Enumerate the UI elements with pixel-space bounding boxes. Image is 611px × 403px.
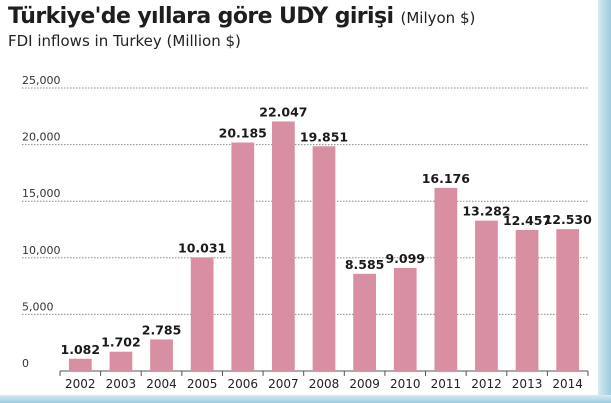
- value-label: 19.851: [300, 129, 348, 144]
- x-tick-label: 2009: [349, 377, 380, 391]
- value-label: 1.082: [61, 342, 101, 357]
- bar-2004: [150, 339, 173, 371]
- chart-subtitle: FDI inflows in Turkey (Million $): [8, 32, 241, 50]
- chart-title: Türkiye'de yıllara göre UDY girişi (Mily…: [8, 4, 598, 29]
- y-tick-label: 15,000: [22, 187, 61, 200]
- y-tick-label: 5,000: [22, 300, 54, 313]
- bar-2007: [272, 121, 295, 371]
- value-label: 2.785: [142, 322, 182, 337]
- title-block: Türkiye'de yıllara göre UDY girişi (Mily…: [8, 4, 598, 50]
- x-tick-label: 2005: [187, 377, 218, 391]
- y-tick-label: 20,000: [22, 131, 61, 144]
- x-tick-label: 2010: [390, 377, 421, 391]
- y-tick-label: 10,000: [22, 244, 61, 257]
- bar-2003: [109, 351, 133, 371]
- value-label: 16.176: [422, 171, 471, 186]
- decorative-right-edge: [598, 0, 611, 403]
- x-tick-label: 2006: [227, 377, 258, 391]
- value-label: 12.530: [544, 212, 593, 227]
- x-tick-label: 2011: [431, 377, 462, 391]
- value-label: 13.282: [462, 204, 510, 219]
- value-label: 9.099: [385, 251, 425, 266]
- bar-2014: [556, 229, 580, 371]
- x-tick-label: 2014: [552, 377, 583, 391]
- x-tick-label: 2013: [512, 377, 543, 391]
- bar-2005: [190, 257, 214, 371]
- value-label: 1.702: [101, 335, 141, 350]
- bar-2010: [393, 267, 417, 371]
- value-label: 20.185: [219, 126, 267, 141]
- bar-2009: [353, 273, 376, 371]
- bar-2013: [515, 229, 539, 371]
- y-tick-label: 25,000: [22, 74, 61, 87]
- chart-title-unit: (Milyon $): [400, 9, 476, 27]
- value-label: 12.457: [503, 213, 551, 228]
- x-tick-label: 2004: [146, 377, 177, 391]
- x-tick-label: 2007: [268, 377, 299, 391]
- y-tick-label: 0: [22, 357, 29, 370]
- plot-background: [8, 82, 598, 393]
- bar-2012: [475, 220, 498, 371]
- bar-2006: [231, 142, 255, 371]
- bar-2002: [68, 358, 92, 371]
- value-label: 22.047: [259, 104, 307, 119]
- decorative-bottom-edge: [0, 395, 611, 403]
- value-label: 8.585: [345, 257, 385, 272]
- bar-2011: [434, 187, 458, 371]
- x-tick-label: 2008: [309, 377, 340, 391]
- chart-title-text: Türkiye'de yıllara göre UDY girişi: [8, 4, 394, 29]
- x-tick-label: 2002: [65, 377, 96, 391]
- value-label: 10.031: [178, 240, 226, 255]
- x-tick-label: 2012: [471, 377, 502, 391]
- x-tick-label: 2003: [106, 377, 137, 391]
- bar-2008: [312, 146, 336, 371]
